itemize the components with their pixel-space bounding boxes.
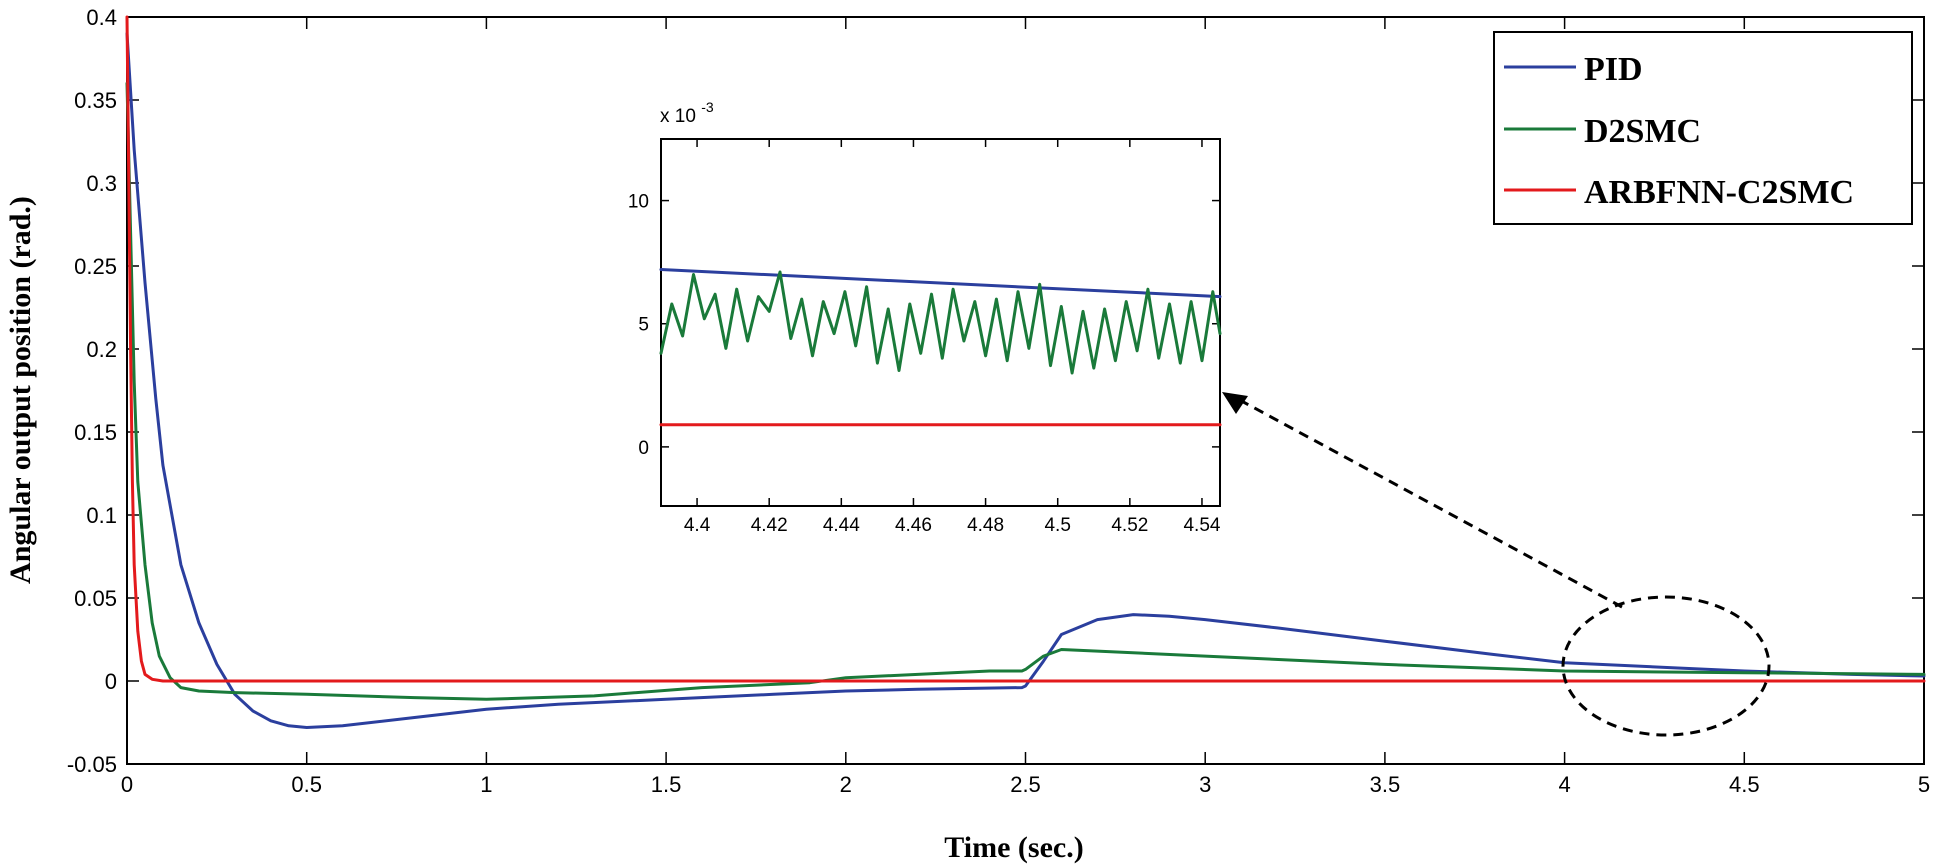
inset-xtick-label: 4.52 [1111,515,1148,536]
main-series-d2smc [125,81,1926,701]
main-ytick-label: -0.05 [67,752,117,777]
inset-scale-base: x 10 [660,106,696,127]
legend-label-arbfnn-c2smc: ARBFNN-C2SMC [1584,174,1854,211]
main-xtick-label: 4.5 [1729,772,1760,797]
inset-scale-label: x 10 -3 [660,99,714,127]
inset-series-d2smc [659,270,1222,375]
inset-plot-frame [660,138,1221,507]
inset-ytick-label: 5 [638,315,649,336]
y-axis-title: Angular output position (rad.) [4,196,37,584]
main-xtick-label: 3 [1199,772,1211,797]
x-axis-title: Time (sec.) [944,831,1083,864]
zoom-region-ellipse [1561,595,1771,737]
inset-xtick-label: 4.4 [684,515,711,536]
main-ytick-label: 0.4 [86,5,117,30]
main-series [125,15,1926,729]
inset-xtick-label: 4.54 [1183,515,1220,536]
legend-label-d2smc: D2SMC [1584,113,1701,150]
main-xtick-label: 1.5 [651,772,682,797]
main-ytick-label: 0.35 [74,88,117,113]
legend-label-pid: PID [1584,51,1643,88]
zoom-arrow-head [1222,392,1248,414]
main-xtick-label: 1 [480,772,492,797]
inset-xtick-label: 4.42 [751,515,788,536]
inset-series [659,268,1222,427]
main-ticks: 0 0.5 1 1.5 2 2.5 3 3.5 4 4.5 5-0.0500.050.10.150.… [67,5,1930,797]
main-ytick-label: 0.3 [86,171,117,196]
main-xtick-label: 5 [1918,772,1930,797]
zoom-arrow-line [1235,396,1623,609]
main-xtick-label: 3.5 [1370,772,1401,797]
inset-series-pid [659,268,1222,299]
inset-xtick-label: 4.46 [895,515,932,536]
inset-ytick-label: 0 [638,438,649,459]
inset-xtick-label: 4.48 [967,515,1004,536]
main-xtick-label: 2.5 [1010,772,1041,797]
main-xtick-label: 2 [840,772,852,797]
main-series-arbfnn-c2smc [125,15,1926,683]
main-ytick-label: 0 [105,669,117,694]
main-xtick-label: 0 [121,772,133,797]
inset-xtick-label: 4.5 [1044,515,1070,536]
legend: PID D2SMC ARBFNN-C2SMC [1493,31,1913,225]
main-ytick-label: 0.05 [74,586,117,611]
inset-xtick-label: 4.44 [823,515,860,536]
main-xtick-label: 4 [1558,772,1570,797]
main-series-pid [125,32,1926,729]
main-ytick-label: 0.15 [74,420,117,445]
main-ytick-label: 0.2 [86,337,117,362]
inset-ytick-label: 10 [628,192,649,213]
inset-scale-exponent: -3 [701,99,714,115]
inset-ticks: 4.4 4.42 4.44 4.46 4.48 4.5 4.52 4.54 0 5 10 [628,139,1221,536]
main-xtick-label: 0.5 [291,772,322,797]
main-ytick-label: 0.25 [74,254,117,279]
main-ytick-label: 0.1 [86,503,117,528]
